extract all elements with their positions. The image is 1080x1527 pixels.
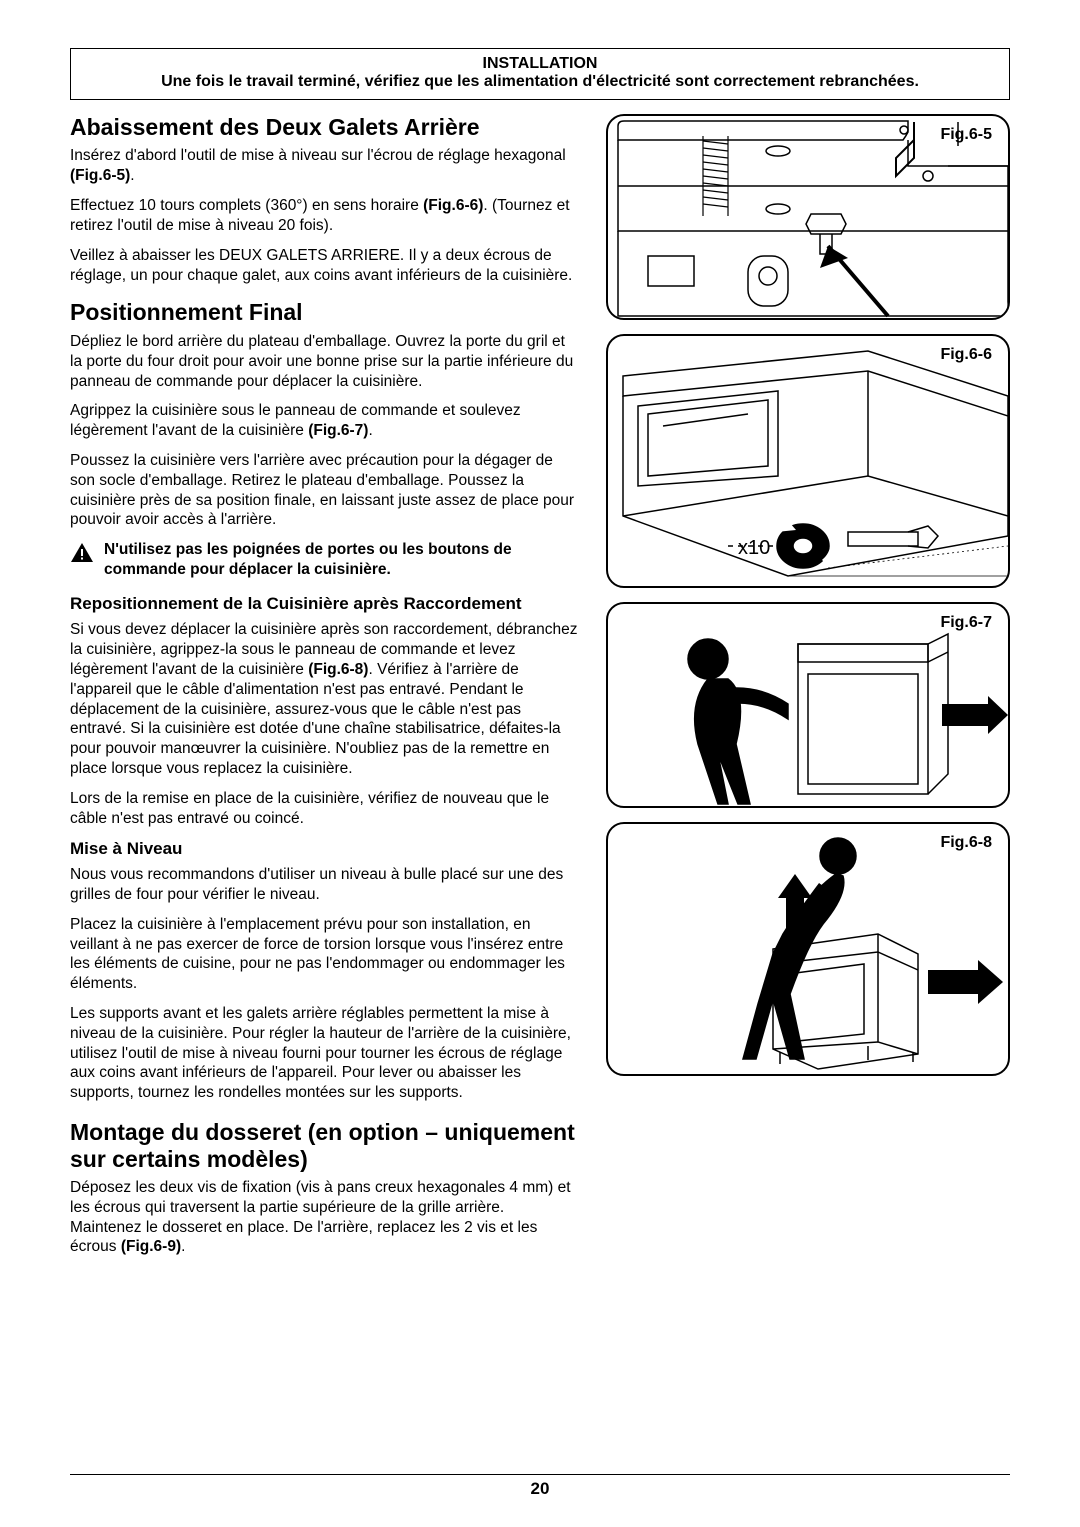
fig-ref: (Fig.6-7)	[308, 422, 368, 439]
figure-6-7-illustration	[608, 604, 1008, 808]
text-run: .	[130, 167, 134, 184]
figure-label: Fig.6-6	[940, 346, 992, 364]
figure-6-5: Fig.6-5	[606, 114, 1010, 320]
fig-ref: (Fig.6-6)	[423, 197, 483, 214]
warning-triangle-icon	[70, 542, 94, 564]
section-4-p2: Placez la cuisinière à l'emplacement pré…	[70, 915, 578, 994]
text-run: Insérez d'abord l'outil de mise à niveau…	[70, 147, 566, 164]
warning-text: N'utilisez pas les poignées de portes ou…	[104, 540, 578, 580]
header-title: INSTALLATION	[81, 55, 999, 73]
section-2-p3: Poussez la cuisinière vers l'arrière ave…	[70, 451, 578, 530]
text-run: . Vérifiez à l'arrière de l'appareil que…	[70, 661, 561, 777]
header-subtitle: Une fois le travail terminé, vérifiez qu…	[81, 73, 999, 91]
figure-6-5-illustration	[608, 116, 1008, 320]
section-2-p2: Agrippez la cuisinière sous le panneau d…	[70, 401, 578, 441]
section-3-p1: Si vous devez déplacer la cuisinière apr…	[70, 620, 578, 779]
section-1-p1: Insérez d'abord l'outil de mise à niveau…	[70, 146, 578, 186]
section-2-heading: Positionnement Final	[70, 299, 578, 325]
figure-label: Fig.6-5	[940, 126, 992, 144]
section-4-p1: Nous vous recommandons d'utiliser un niv…	[70, 865, 578, 905]
figure-6-6: Fig.6-6	[606, 334, 1010, 588]
fig-ref: (Fig.6-8)	[308, 661, 368, 678]
text-run: Agrippez la cuisinière sous le panneau d…	[70, 402, 521, 439]
left-column: Abaissement des Deux Galets Arrière Insé…	[70, 114, 578, 1267]
figure-6-8-illustration	[608, 824, 1008, 1076]
figure-label: Fig.6-8	[940, 834, 992, 852]
figure-6-6-x10-label: x10	[738, 537, 770, 559]
text-run: Effectuez 10 tours complets (360°) en se…	[70, 197, 423, 214]
section-2-p1: Dépliez le bord arrière du plateau d'emb…	[70, 332, 578, 391]
figure-6-8: Fig.6-8	[606, 822, 1010, 1076]
section-3-p2: Lors de la remise en place de la cuisini…	[70, 789, 578, 829]
text-run: .	[181, 1238, 185, 1255]
fig-ref: (Fig.6-9)	[121, 1238, 181, 1255]
section-1-p3: Veillez à abaisser les DEUX GALETS ARRIE…	[70, 246, 578, 286]
right-column: Fig.6-5	[606, 114, 1010, 1267]
footer-rule	[70, 1474, 1010, 1475]
section-1-p2: Effectuez 10 tours complets (360°) en se…	[70, 196, 578, 236]
header-box: INSTALLATION Une fois le travail terminé…	[70, 48, 1010, 100]
two-column-layout: Abaissement des Deux Galets Arrière Insé…	[70, 114, 1010, 1267]
figure-6-6-illustration: x10	[608, 336, 1008, 588]
section-3-heading: Repositionnement de la Cuisinière après …	[70, 594, 578, 614]
fig-ref: (Fig.6-5)	[70, 167, 130, 184]
figure-label: Fig.6-7	[940, 614, 992, 632]
text-run: .	[368, 422, 372, 439]
page-number: 20	[0, 1479, 1080, 1499]
section-4-heading: Mise à Niveau	[70, 839, 578, 859]
warning-callout: N'utilisez pas les poignées de portes ou…	[70, 540, 578, 580]
section-1-heading: Abaissement des Deux Galets Arrière	[70, 114, 578, 140]
section-4-p3: Les supports avant et les galets arrière…	[70, 1004, 578, 1103]
section-5-heading: Montage du dosseret (en option – uniquem…	[70, 1119, 578, 1172]
figure-6-7: Fig.6-7	[606, 602, 1010, 808]
section-5-p1: Déposez les deux vis de fixation (vis à …	[70, 1178, 578, 1257]
